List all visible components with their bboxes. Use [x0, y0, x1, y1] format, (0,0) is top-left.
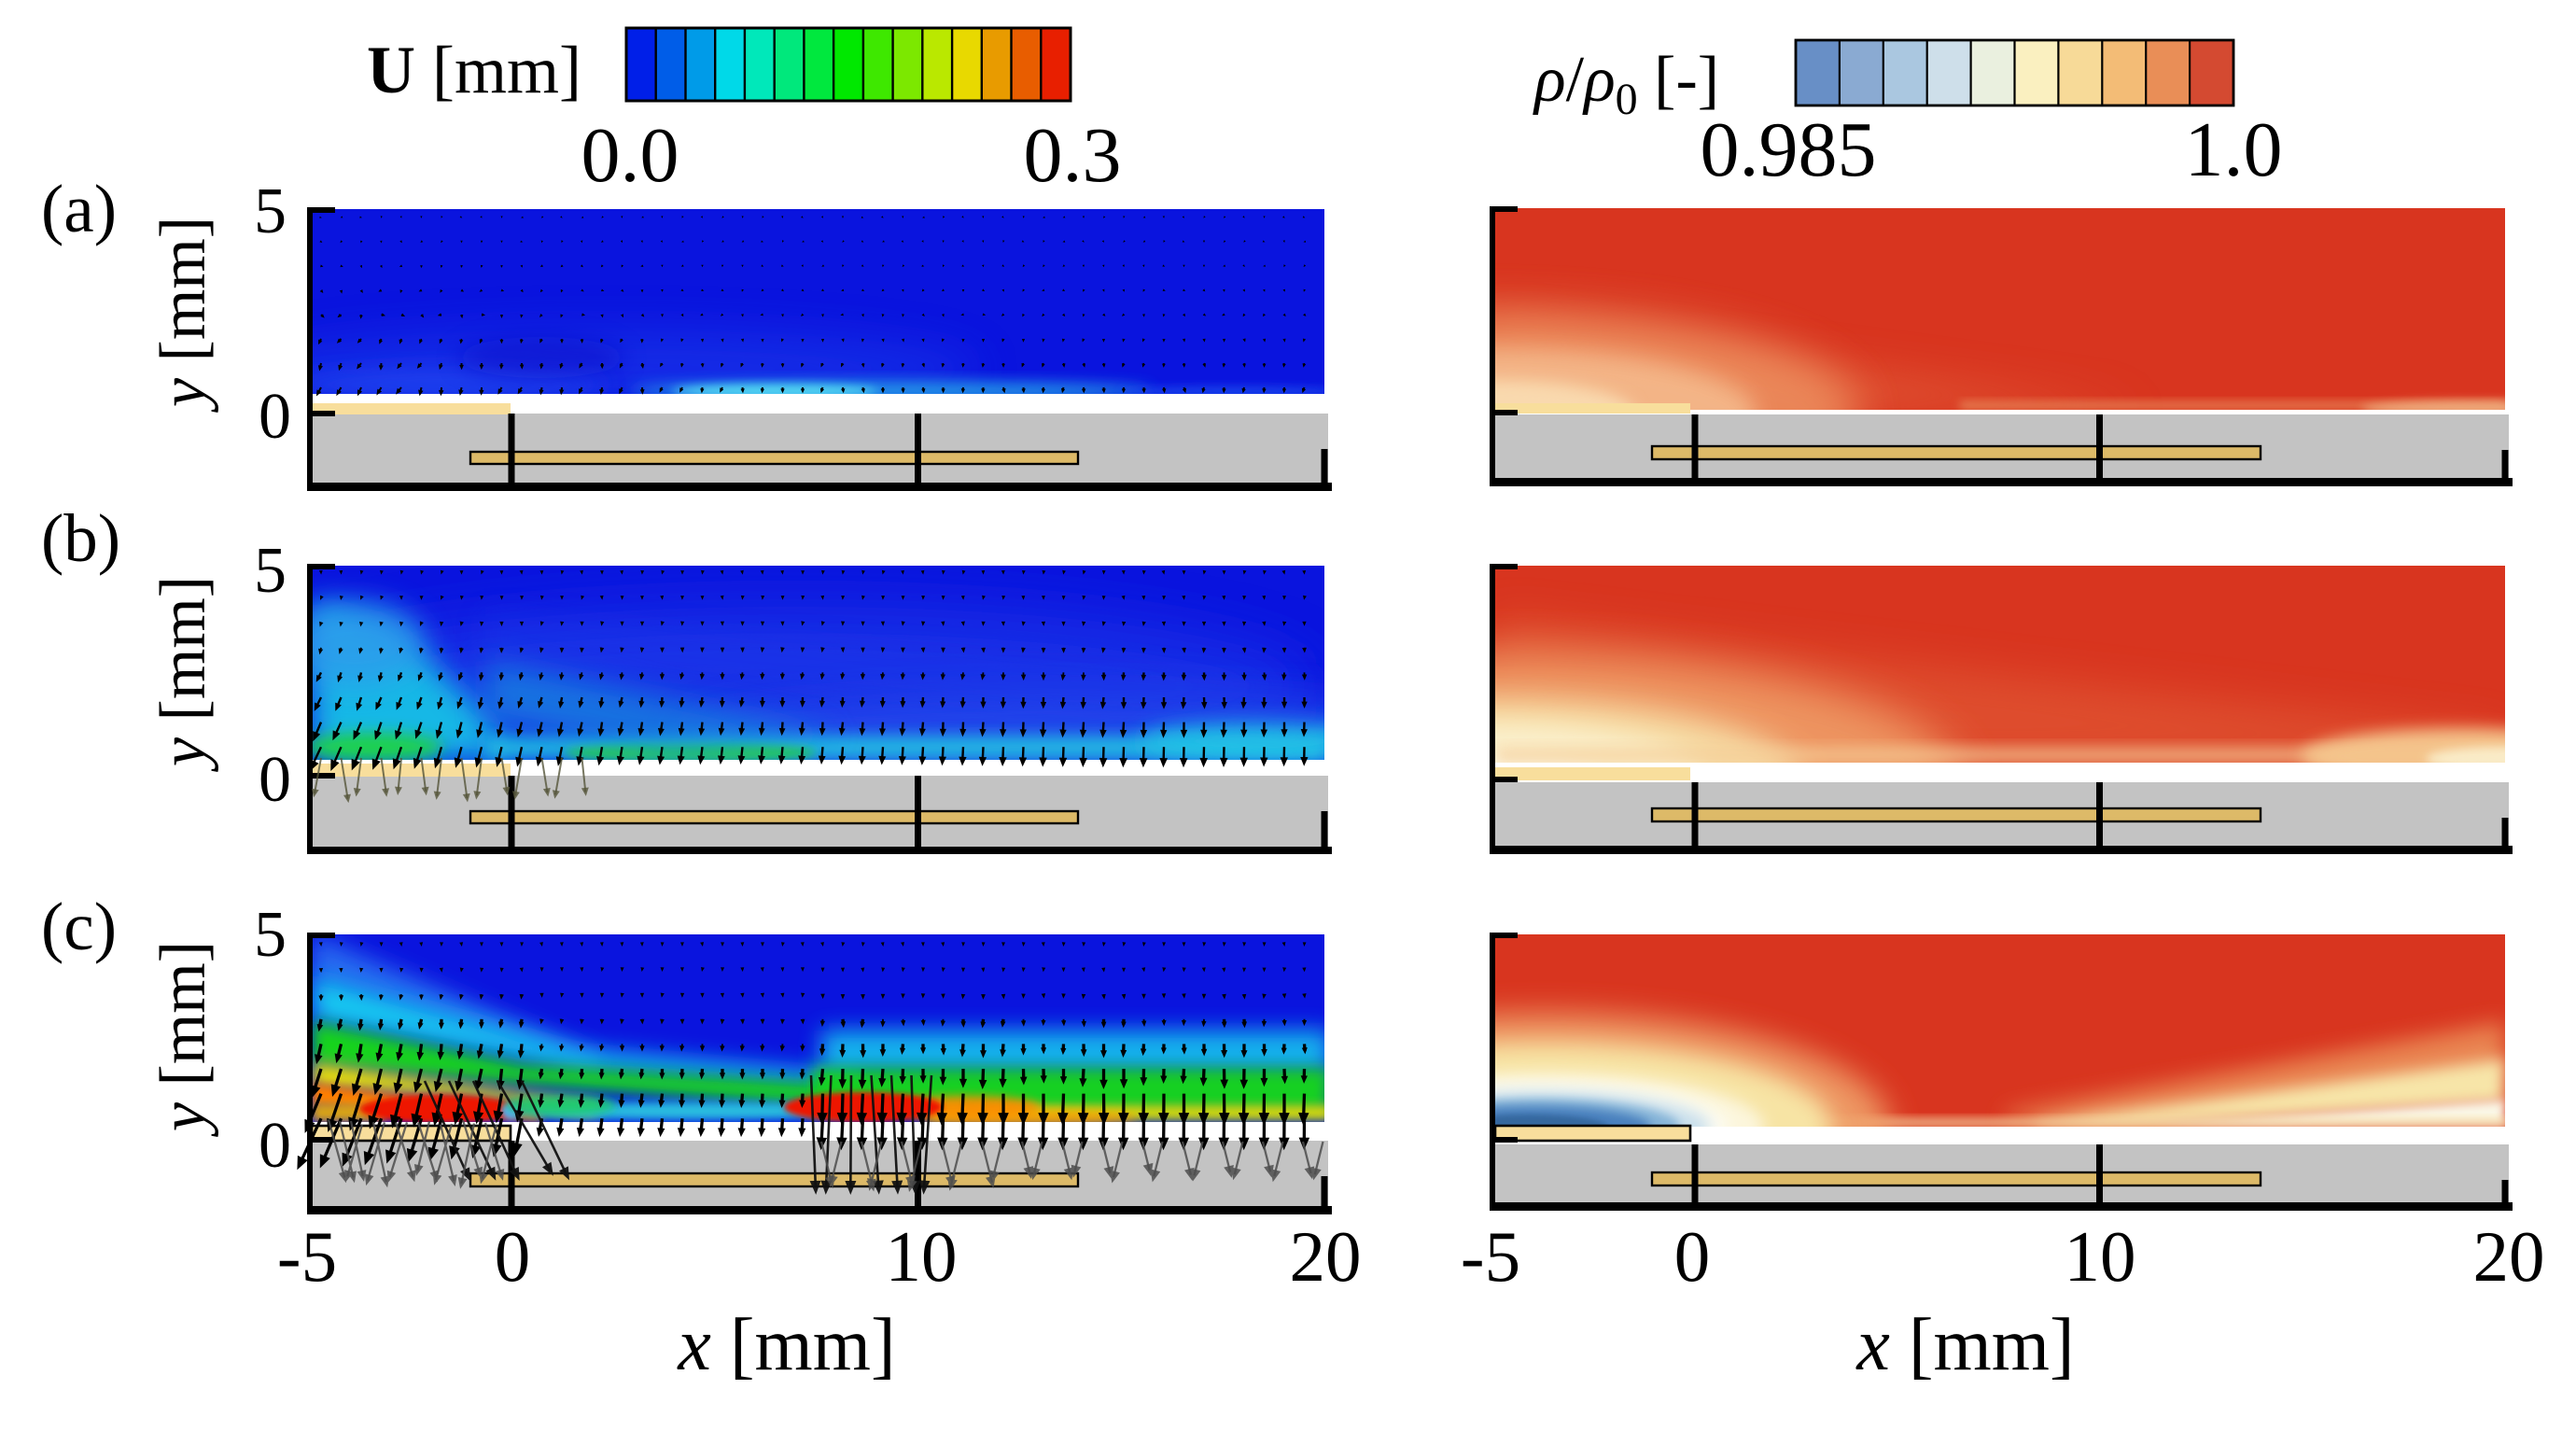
svg-text:0: 0: [1674, 1216, 1711, 1297]
svg-text:U [mm]: U [mm]: [367, 33, 581, 107]
svg-text:-5: -5: [277, 1216, 337, 1297]
svg-text:x [mm]: x [mm]: [677, 1304, 895, 1386]
svg-text:5: 5: [254, 175, 287, 247]
svg-text:0.0: 0.0: [581, 112, 679, 199]
svg-text:1.0: 1.0: [2185, 106, 2283, 193]
svg-text:0.3: 0.3: [1024, 112, 1122, 199]
svg-text:0: 0: [259, 381, 291, 453]
svg-text:5: 5: [254, 535, 287, 607]
svg-text:y [mm]: y [mm]: [147, 576, 219, 772]
svg-text:y [mm]: y [mm]: [147, 941, 219, 1137]
svg-text:0: 0: [259, 744, 291, 816]
svg-text:20: 20: [1290, 1216, 1362, 1297]
svg-text:ρ/ρ0 [-]: ρ/ρ0 [-]: [1533, 44, 1719, 124]
svg-text:10: 10: [886, 1216, 958, 1297]
svg-text:(c): (c): [41, 889, 117, 964]
svg-text:10: 10: [2065, 1216, 2136, 1297]
svg-text:(a): (a): [41, 171, 117, 246]
svg-text:20: 20: [2473, 1216, 2545, 1297]
svg-text:x [mm]: x [mm]: [1855, 1304, 2074, 1386]
svg-text:0.985: 0.985: [1701, 106, 1877, 193]
svg-text:0: 0: [259, 1110, 291, 1182]
svg-text:-5: -5: [1461, 1216, 1520, 1297]
svg-text:0: 0: [495, 1216, 531, 1297]
svg-text:y [mm]: y [mm]: [147, 217, 219, 413]
svg-text:5: 5: [254, 899, 287, 971]
svg-text:(b): (b): [41, 500, 120, 576]
